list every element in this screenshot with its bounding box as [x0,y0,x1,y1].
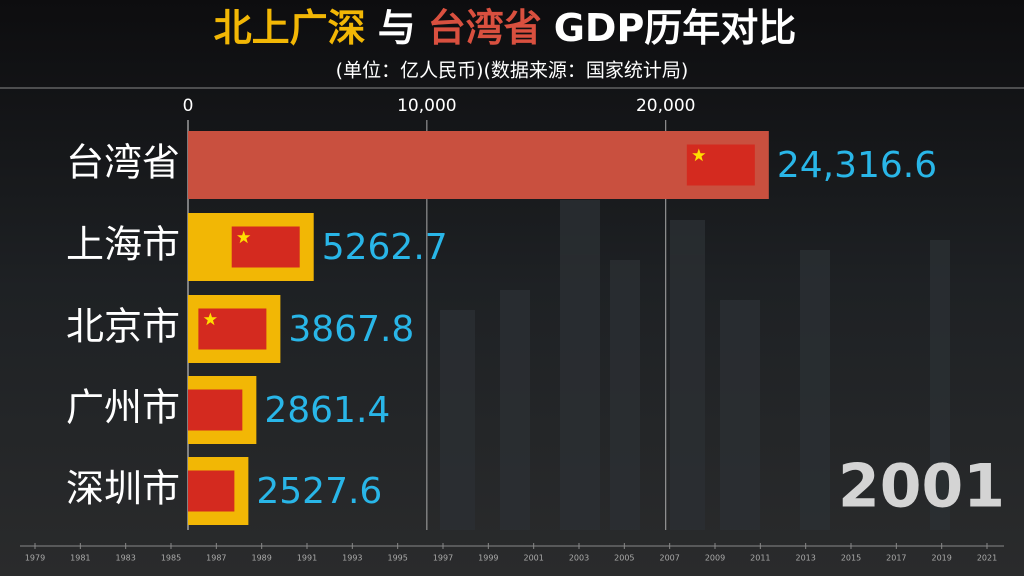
chart-subtitle: (单位：亿人民币)(数据来源：国家统计局) [336,60,689,82]
flag-icon [188,389,243,431]
timeline-label: 1985 [161,554,181,563]
category-label: 深圳市 [66,467,180,511]
timeline-label: 2021 [977,554,997,563]
timeline-label: 1991 [297,554,317,563]
x-tick-label: 20,000 [636,96,695,116]
timeline-label: 1979 [25,554,45,563]
timeline-label: 1987 [206,554,226,563]
timeline-label: 2005 [614,554,634,563]
flag-star [203,312,217,326]
timeline-label: 1989 [251,554,271,563]
category-label: 台湾省 [66,141,180,185]
title-part: 北上广深 [214,6,366,50]
flag [198,308,267,350]
timeline-label: 2001 [523,554,543,563]
category-label: 北京市 [66,305,180,349]
x-tick-label: 10,000 [397,96,456,116]
timeline-label: 2011 [750,554,770,563]
timeline-label: 1983 [115,554,135,563]
timeline-label: 2019 [931,554,951,563]
timeline-label: 2003 [569,554,589,563]
timeline-label: 1995 [387,554,407,563]
title-part: GDP历年对比 [554,6,797,50]
value-label: 2527.6 [256,471,382,512]
x-tick-label: 0 [183,96,194,116]
timeline-label: 1999 [478,554,498,563]
timeline-label: 2017 [886,554,906,563]
timeline-label: 2013 [795,554,815,563]
category-label: 上海市 [66,223,180,267]
flag-icon [686,144,755,186]
value-label: 3867.8 [288,309,414,350]
value-label: 24,316.6 [777,145,937,186]
title-part: 与 [378,6,416,50]
timeline-label: 1997 [433,554,453,563]
chart-title: 北上广深与台湾省 GDP历年对比 [214,6,797,50]
value-label: 5262.7 [322,227,448,268]
title-part: 台湾省 [428,6,542,50]
flag [231,226,300,268]
timeline-label: 2007 [659,554,679,563]
flag [188,389,243,431]
timeline-label: 2015 [841,554,861,563]
flag-icon [198,308,267,350]
flag [686,144,755,186]
flag-icon [188,470,235,512]
year-label: 2001 [838,452,1005,522]
flag-star [237,230,251,244]
city-skyline [440,200,950,530]
timeline-label: 1981 [70,554,90,563]
flag-icon [231,226,300,268]
category-label: 广州市 [66,386,180,430]
bar [188,131,769,199]
flag [188,470,235,512]
value-label: 2861.4 [264,390,390,431]
timeline-label: 2009 [705,554,725,563]
timeline-label: 1993 [342,554,362,563]
flag-star [692,148,706,162]
